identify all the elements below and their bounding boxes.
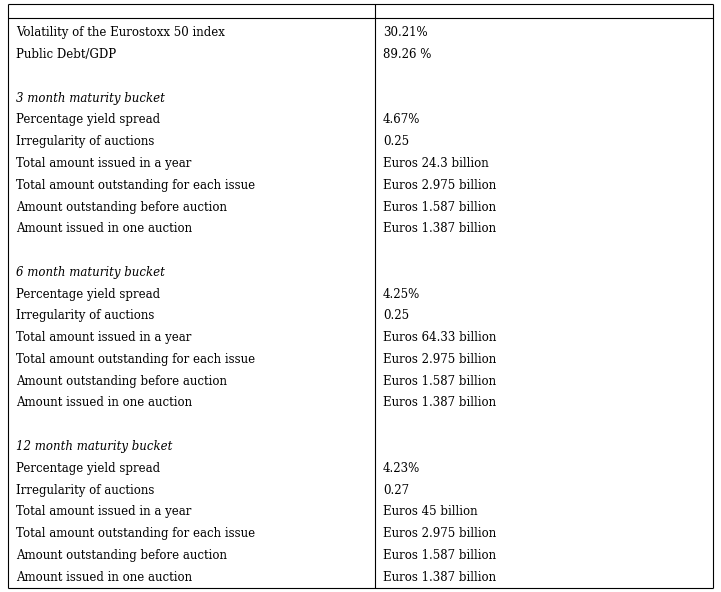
Text: Irregularity of auctions: Irregularity of auctions <box>16 310 154 323</box>
Text: Amount issued in one auction: Amount issued in one auction <box>16 571 192 584</box>
Text: Euros 1.387 billion: Euros 1.387 billion <box>383 223 496 235</box>
Text: Public Debt/GDP: Public Debt/GDP <box>16 48 116 61</box>
Text: Amount issued in one auction: Amount issued in one auction <box>16 397 192 410</box>
Text: Euros 1.387 billion: Euros 1.387 billion <box>383 397 496 410</box>
Text: Percentage yield spread: Percentage yield spread <box>16 288 160 301</box>
Text: Euros 1.587 billion: Euros 1.587 billion <box>383 201 496 214</box>
Text: Percentage yield spread: Percentage yield spread <box>16 462 160 475</box>
Text: Amount outstanding before auction: Amount outstanding before auction <box>16 375 227 388</box>
Text: Euros 45 billion: Euros 45 billion <box>383 506 477 519</box>
Text: 3 month maturity bucket: 3 month maturity bucket <box>16 92 165 105</box>
Text: 89.26 %: 89.26 % <box>383 48 431 61</box>
Text: Total amount outstanding for each issue: Total amount outstanding for each issue <box>16 527 255 540</box>
Text: 0.27: 0.27 <box>383 484 409 497</box>
Text: 0.25: 0.25 <box>383 310 409 323</box>
Text: Irregularity of auctions: Irregularity of auctions <box>16 135 154 148</box>
Text: 30.21%: 30.21% <box>383 27 428 40</box>
Text: Total amount issued in a year: Total amount issued in a year <box>16 331 191 344</box>
Text: 6 month maturity bucket: 6 month maturity bucket <box>16 266 165 279</box>
Text: Euros 1.587 billion: Euros 1.587 billion <box>383 375 496 388</box>
Text: Percentage yield spread: Percentage yield spread <box>16 114 160 127</box>
Text: Total amount outstanding for each issue: Total amount outstanding for each issue <box>16 179 255 192</box>
Text: Total amount issued in a year: Total amount issued in a year <box>16 157 191 170</box>
Text: Euros 1.387 billion: Euros 1.387 billion <box>383 571 496 584</box>
Text: Total amount outstanding for each issue: Total amount outstanding for each issue <box>16 353 255 366</box>
Text: Euros 24.3 billion: Euros 24.3 billion <box>383 157 489 170</box>
Text: Euros 1.587 billion: Euros 1.587 billion <box>383 549 496 562</box>
Text: 4.25%: 4.25% <box>383 288 420 301</box>
Text: Volatility of the Eurostoxx 50 index: Volatility of the Eurostoxx 50 index <box>16 27 225 40</box>
Text: Euros 2.975 billion: Euros 2.975 billion <box>383 179 496 192</box>
Text: 12 month maturity bucket: 12 month maturity bucket <box>16 440 172 453</box>
Text: Euros 64.33 billion: Euros 64.33 billion <box>383 331 496 344</box>
Text: 4.67%: 4.67% <box>383 114 420 127</box>
Text: Amount outstanding before auction: Amount outstanding before auction <box>16 201 227 214</box>
Text: Euros 2.975 billion: Euros 2.975 billion <box>383 527 496 540</box>
Text: 0.25: 0.25 <box>383 135 409 148</box>
Text: Total amount issued in a year: Total amount issued in a year <box>16 506 191 519</box>
Text: Irregularity of auctions: Irregularity of auctions <box>16 484 154 497</box>
Text: Amount issued in one auction: Amount issued in one auction <box>16 223 192 235</box>
Text: Euros 2.975 billion: Euros 2.975 billion <box>383 353 496 366</box>
Text: 4.23%: 4.23% <box>383 462 420 475</box>
Text: Amount outstanding before auction: Amount outstanding before auction <box>16 549 227 562</box>
